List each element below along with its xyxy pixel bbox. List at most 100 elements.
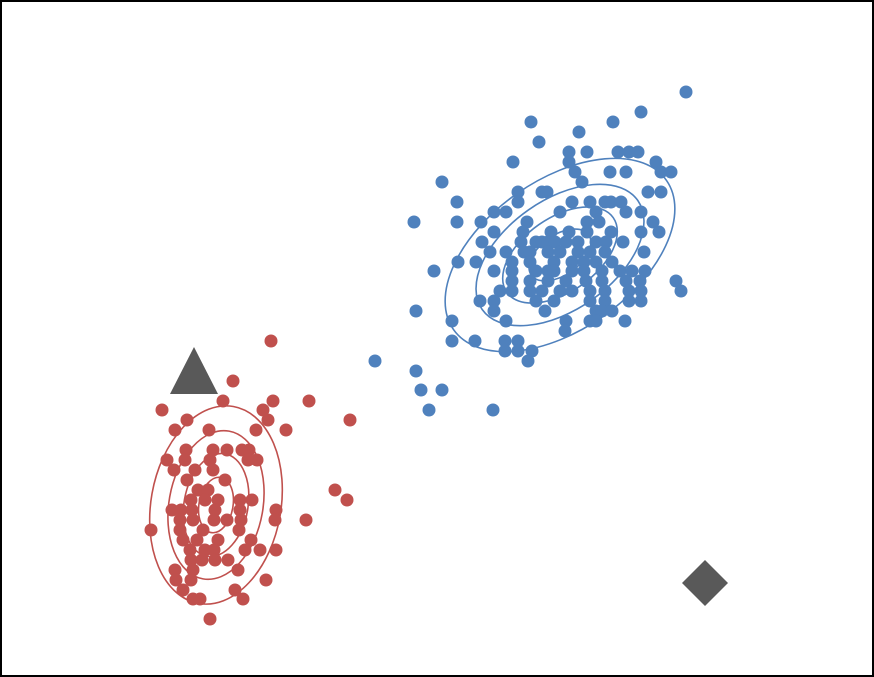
series-0-point-145 bbox=[368, 354, 382, 368]
series-0-point-75 bbox=[451, 255, 465, 269]
series-1-point-46 bbox=[207, 513, 221, 527]
series-1-point-36 bbox=[245, 493, 259, 507]
series-0-point-110 bbox=[565, 284, 579, 298]
series-1-point-21 bbox=[203, 453, 217, 467]
series-1-point-39 bbox=[174, 503, 188, 517]
series-0-point-86 bbox=[505, 264, 519, 278]
series-1-point-4 bbox=[302, 394, 316, 408]
series-1-point-25 bbox=[188, 463, 202, 477]
series-0-point-70 bbox=[553, 245, 567, 259]
series-0-point-120 bbox=[583, 294, 597, 308]
series-1-point-41 bbox=[208, 503, 222, 517]
series-1-point-3 bbox=[266, 394, 280, 408]
series-0-point-125 bbox=[487, 304, 501, 318]
series-0-point-60 bbox=[559, 235, 573, 249]
series-1-point-62 bbox=[238, 543, 252, 557]
series-1-point-59 bbox=[183, 543, 197, 557]
series-0-point-12 bbox=[562, 155, 576, 169]
series-1-point-28 bbox=[218, 473, 232, 487]
series-0-point-16 bbox=[619, 165, 633, 179]
series-1-point-15 bbox=[206, 443, 220, 457]
series-1-point-50 bbox=[299, 513, 313, 527]
series-0-point-117 bbox=[487, 294, 501, 308]
series-0-point-134 bbox=[589, 314, 603, 328]
contour-1-level-1 bbox=[167, 429, 265, 581]
series-0-point-138 bbox=[468, 334, 482, 348]
series-0-point-146 bbox=[409, 364, 423, 378]
series-0-point-31 bbox=[604, 195, 618, 209]
series-1-point-23 bbox=[250, 453, 264, 467]
series-1-point-40 bbox=[185, 503, 199, 517]
series-0-point-150 bbox=[486, 403, 500, 417]
series-1-point-32 bbox=[184, 493, 198, 507]
series-0-point-83 bbox=[605, 255, 619, 269]
series-0-point-103 bbox=[633, 274, 647, 288]
series-0-point-111 bbox=[583, 284, 597, 298]
series-1-point-24 bbox=[167, 463, 181, 477]
series-1-point-75 bbox=[176, 583, 190, 597]
series-0-point-4 bbox=[572, 125, 586, 139]
series-1-point-26 bbox=[206, 463, 220, 477]
series-0-point-48 bbox=[544, 225, 558, 239]
series-0-point-92 bbox=[595, 264, 609, 278]
series-1-point-76 bbox=[228, 583, 242, 597]
series-1-point-31 bbox=[328, 483, 342, 497]
series-0-point-99 bbox=[559, 274, 573, 288]
series-0-point-47 bbox=[516, 225, 530, 239]
series-0-point-21 bbox=[511, 185, 525, 199]
series-0-point-18 bbox=[664, 165, 678, 179]
series-1-point-56 bbox=[190, 533, 204, 547]
series-1-point-61 bbox=[207, 543, 221, 557]
series-0-point-101 bbox=[595, 274, 609, 288]
series-0-point-94 bbox=[625, 264, 639, 278]
series-1-point-2 bbox=[216, 394, 230, 408]
series-0-point-109 bbox=[553, 284, 567, 298]
series-1-point-5 bbox=[155, 403, 169, 417]
series-1-point-48 bbox=[234, 513, 248, 527]
series-0-point-144 bbox=[521, 354, 535, 368]
series-0-point-28 bbox=[565, 195, 579, 209]
series-0-point-35 bbox=[553, 205, 567, 219]
series-0-point-107 bbox=[523, 284, 537, 298]
series-0-point-131 bbox=[499, 314, 513, 328]
series-0-point-73 bbox=[598, 245, 612, 259]
series-0-point-65 bbox=[483, 245, 497, 259]
series-0-point-129 bbox=[605, 304, 619, 318]
series-1-point-78 bbox=[193, 592, 207, 606]
series-0-point-15 bbox=[603, 165, 617, 179]
series-1-point-18 bbox=[242, 443, 256, 457]
series-1-point-19 bbox=[160, 453, 174, 467]
series-1-point-13 bbox=[279, 423, 293, 437]
series-0-point-20 bbox=[575, 175, 589, 189]
series-0-point-69 bbox=[541, 245, 555, 259]
series-0-point-52 bbox=[634, 225, 648, 239]
series-1-point-60 bbox=[198, 543, 212, 557]
series-1-point-42 bbox=[233, 503, 247, 517]
series-0-point-62 bbox=[589, 235, 603, 249]
series-0-point-41 bbox=[474, 215, 488, 229]
series-0-point-25 bbox=[654, 185, 668, 199]
series-0-point-39 bbox=[407, 215, 421, 229]
series-0-point-89 bbox=[547, 264, 561, 278]
series-0-point-26 bbox=[450, 195, 464, 209]
series-0-point-27 bbox=[511, 195, 525, 209]
series-1-point-34 bbox=[211, 493, 225, 507]
series-0-point-38 bbox=[634, 205, 648, 219]
series-1-point-71 bbox=[231, 563, 245, 577]
series-0-point-54 bbox=[475, 235, 489, 249]
series-0-point-95 bbox=[638, 264, 652, 278]
series-0-point-112 bbox=[598, 284, 612, 298]
series-1-point-67 bbox=[208, 553, 222, 567]
series-0-point-135 bbox=[618, 314, 632, 328]
series-0-point-74 bbox=[637, 245, 651, 259]
series-1-point-7 bbox=[180, 413, 194, 427]
series-0-point-121 bbox=[598, 294, 612, 308]
series-0-point-24 bbox=[641, 185, 655, 199]
series-0-point-46 bbox=[487, 225, 501, 239]
series-0-point-2 bbox=[524, 115, 538, 129]
series-0-point-8 bbox=[611, 145, 625, 159]
series-1-point-70 bbox=[186, 563, 200, 577]
series-0-point-49 bbox=[562, 225, 576, 239]
series-1-point-10 bbox=[168, 423, 182, 437]
